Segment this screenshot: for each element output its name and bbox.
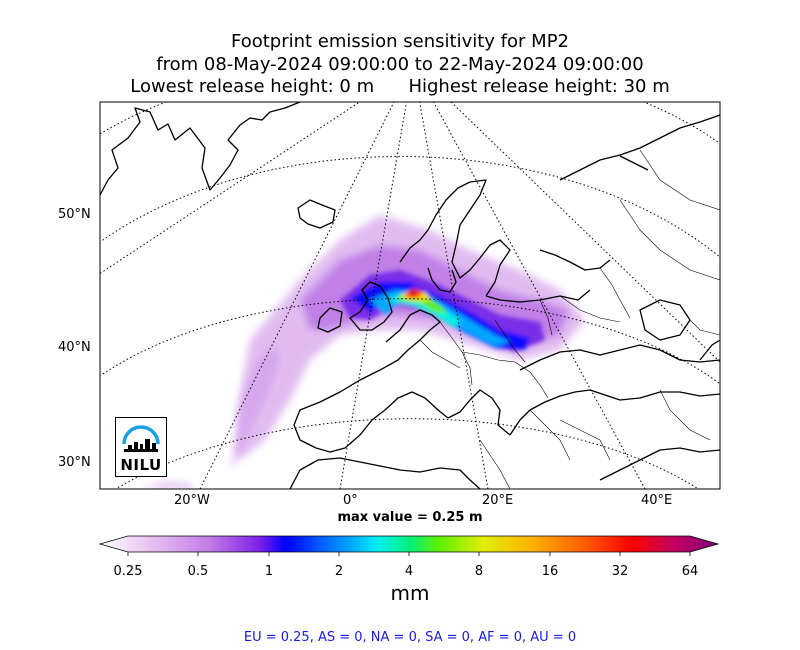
colorbar-tick: 4: [404, 564, 414, 579]
region-summary: EU = 0.25, AS = 0, NA = 0, SA = 0, AF = …: [243, 630, 577, 645]
lat-label-50n: 50°N: [58, 207, 91, 222]
coastlines: [100, 102, 720, 489]
colorbar-tick: 0.5: [187, 564, 209, 579]
title-line-2: from 08-May-2024 09:00:00 to 22-May-2024…: [156, 54, 644, 75]
lon-label-0: 0°: [343, 493, 358, 508]
nilu-logo-text: NILU: [120, 456, 162, 474]
colorbar-tick: 1: [264, 564, 274, 579]
lon-label-20w: 20°W: [174, 493, 210, 508]
lat-label-40n: 40°N: [58, 340, 91, 355]
colorbar-tick: 2: [334, 564, 344, 579]
map-frame: [99, 101, 721, 490]
lon-label-40e: 40°E: [641, 493, 673, 508]
colorbar-tick: 16: [541, 564, 559, 579]
lat-label-30n: 30°N: [58, 455, 91, 470]
colorbar-tick: 8: [474, 564, 484, 579]
colorbar-unit-label: mm: [390, 581, 430, 605]
lon-label-20e: 20°E: [482, 493, 514, 508]
nilu-logo-icon: [122, 425, 160, 452]
title-line-1: Footprint emission sensitivity for MP2: [230, 31, 569, 52]
nilu-logo: NILU: [115, 417, 167, 477]
colorbar-tick: 64: [681, 564, 699, 579]
colorbar-tick: 0.25: [113, 564, 143, 579]
colorbar: [98, 535, 720, 556]
country-borders: [419, 149, 720, 489]
max-value-label: max value = 0.25 m: [337, 510, 483, 525]
title-line-3: Lowest release height: 0 m Highest relea…: [130, 76, 670, 97]
colorbar-tick: 32: [611, 564, 629, 579]
footprint-plume: [140, 215, 585, 489]
